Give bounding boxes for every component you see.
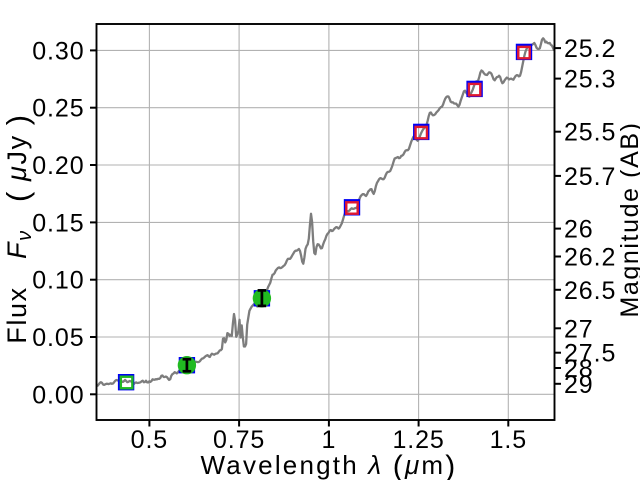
svg-text:27.5: 27.5 — [564, 340, 616, 368]
svg-text:0.20: 0.20 — [32, 152, 84, 180]
svg-text:0.00: 0.00 — [32, 381, 84, 409]
svg-text:26.2: 26.2 — [564, 244, 616, 272]
svg-text:26.5: 26.5 — [564, 277, 616, 305]
svg-text:25.2: 25.2 — [564, 35, 616, 63]
svg-text:1: 1 — [321, 426, 336, 454]
svg-text:0.30: 0.30 — [32, 37, 84, 65]
svg-text:25.7: 25.7 — [564, 163, 616, 191]
svg-text:27: 27 — [564, 315, 594, 343]
svg-text:0.15: 0.15 — [32, 209, 84, 237]
svg-text:Magnitude (AB): Magnitude (AB) — [616, 121, 640, 317]
svg-text:26: 26 — [564, 216, 594, 244]
svg-text:0.5: 0.5 — [131, 426, 168, 454]
svg-text:Flux Fν ( μJy ): Flux Fν ( μJy ) — [0, 113, 36, 343]
svg-text:28: 28 — [564, 355, 594, 383]
svg-text:1.25: 1.25 — [392, 426, 444, 454]
svg-text:0.25: 0.25 — [32, 95, 84, 123]
svg-text:1.5: 1.5 — [490, 426, 527, 454]
svg-text:29: 29 — [564, 371, 594, 399]
svg-text:0.05: 0.05 — [32, 324, 84, 352]
svg-text:0.10: 0.10 — [32, 267, 84, 295]
svg-text:Wavelength λ (μm): Wavelength λ (μm) — [201, 450, 458, 480]
svg-text:25.3: 25.3 — [564, 66, 616, 94]
svg-text:25.5: 25.5 — [564, 119, 616, 147]
svg-text:0.75: 0.75 — [213, 426, 265, 454]
